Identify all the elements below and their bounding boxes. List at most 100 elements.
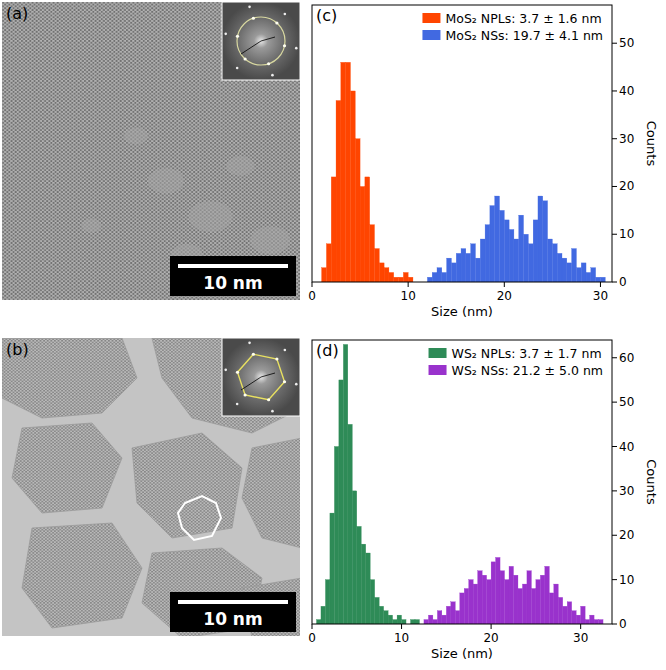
histogram-bar	[428, 615, 432, 624]
histogram-bar	[557, 253, 562, 282]
histogram-bar	[473, 584, 477, 624]
histogram-bar	[451, 602, 455, 624]
histogram-bar	[478, 571, 482, 624]
histogram-bar	[480, 239, 485, 282]
scale-bar-label: 10 nm	[203, 609, 262, 629]
histogram-panel: 010203001020304050Size (nm)Counts(c)MoS₂…	[308, 5, 659, 319]
flake	[22, 523, 142, 628]
histogram-bar	[581, 263, 586, 282]
legend: WS₂ NPLs: 3.7 ± 1.7 nmWS₂ NSs: 21.2 ± 5.…	[429, 346, 603, 378]
histogram-bar	[322, 268, 327, 282]
histogram-bar	[572, 611, 576, 624]
histogram-bar	[548, 239, 553, 282]
panel-label: (b)	[6, 340, 29, 359]
histogram-bar	[594, 620, 598, 624]
y-tick	[612, 138, 617, 139]
legend-swatch	[422, 30, 440, 40]
x-tick-label: 30	[573, 631, 588, 645]
histogram-bar	[513, 575, 517, 624]
fft-spot	[236, 371, 239, 374]
histogram-bar	[554, 584, 558, 624]
scale-bar-label: 10 nm	[203, 273, 262, 293]
y-tick	[612, 43, 617, 44]
figure: 10 nm(a)10 nm(b)010203001020304050Size (…	[0, 0, 666, 670]
x-tick-label: 30	[593, 289, 608, 303]
contrast-blob	[81, 219, 101, 233]
histogram-bar	[471, 244, 476, 282]
histogram-bar	[339, 380, 343, 624]
x-axis-title: Size (nm)	[431, 646, 493, 661]
histogram-bar	[442, 615, 446, 624]
flake	[132, 433, 242, 538]
panel-label: (a)	[6, 4, 28, 23]
histogram-bar	[549, 593, 553, 624]
contrast-blob	[226, 156, 254, 176]
fft-spot	[275, 357, 278, 360]
histogram-bar	[402, 620, 406, 624]
legend-swatch	[429, 365, 447, 375]
x-tick	[580, 624, 581, 629]
fft-inset	[222, 338, 300, 416]
y-axis-title: Counts	[644, 459, 659, 505]
histogram-bar	[495, 196, 500, 282]
y-tick	[612, 90, 617, 91]
histogram-bar	[485, 225, 490, 282]
histogram-bar	[464, 589, 468, 625]
histogram-bar	[466, 253, 471, 282]
fft-inset	[222, 2, 300, 80]
fft-spot	[224, 33, 227, 36]
histogram-bar	[370, 580, 374, 624]
y-tick-label: 20	[619, 179, 634, 193]
x-tick-label: 0	[308, 631, 316, 645]
scale-bar	[178, 264, 288, 268]
histogram-bar	[482, 575, 486, 624]
histogram-bar	[456, 253, 461, 282]
flake	[152, 338, 300, 433]
image-content	[2, 338, 300, 636]
y-tick-label: 10	[619, 573, 634, 587]
histogram-bar	[475, 258, 480, 282]
histogram-bar	[572, 249, 577, 282]
histogram-bar	[447, 258, 452, 282]
fft-spot	[284, 13, 287, 16]
histogram-bar	[384, 611, 388, 624]
fft-spot	[252, 353, 255, 356]
histogram-bar	[538, 196, 543, 282]
x-tick	[312, 282, 313, 287]
fft-ring	[237, 17, 285, 65]
histogram-bar	[591, 268, 596, 282]
fft-spot	[271, 410, 274, 413]
histogram-bar	[533, 220, 538, 282]
histogram-bar	[543, 201, 548, 282]
fft-spot	[248, 342, 251, 345]
histogram-bar	[341, 62, 346, 282]
fft-ring	[237, 354, 284, 400]
histogram-bar	[576, 615, 580, 624]
histogram-bar	[585, 620, 589, 624]
fft-spot	[267, 398, 270, 401]
x-tick	[401, 624, 402, 629]
page: {"images": [{"label": "(a)", "scale_bar"…	[0, 0, 666, 670]
y-tick	[612, 402, 617, 403]
histogram-bar	[388, 615, 392, 624]
scale-bar	[178, 600, 288, 604]
legend-label: MoS₂ NPLs: 3.7 ± 1.6 nm	[445, 11, 601, 26]
histogram-bar	[326, 244, 331, 282]
histogram-bar	[350, 91, 355, 282]
x-tick-label: 20	[483, 631, 498, 645]
x-tick	[600, 282, 601, 287]
histogram-bar	[460, 593, 464, 624]
flake-outline	[178, 496, 221, 540]
histogram-bar	[424, 620, 428, 624]
histogram-bar	[375, 597, 379, 624]
histogram-bar	[360, 186, 365, 282]
fft-spot	[236, 35, 239, 38]
histogram-bar	[336, 101, 341, 282]
histogram-bar	[524, 234, 529, 282]
histogram-bar	[415, 620, 419, 624]
contrast-blob	[250, 226, 290, 254]
histogram-bar	[509, 566, 513, 624]
histogram-bar	[346, 62, 351, 282]
x-tick-label: 0	[308, 289, 316, 303]
histogram-bar	[596, 277, 601, 282]
